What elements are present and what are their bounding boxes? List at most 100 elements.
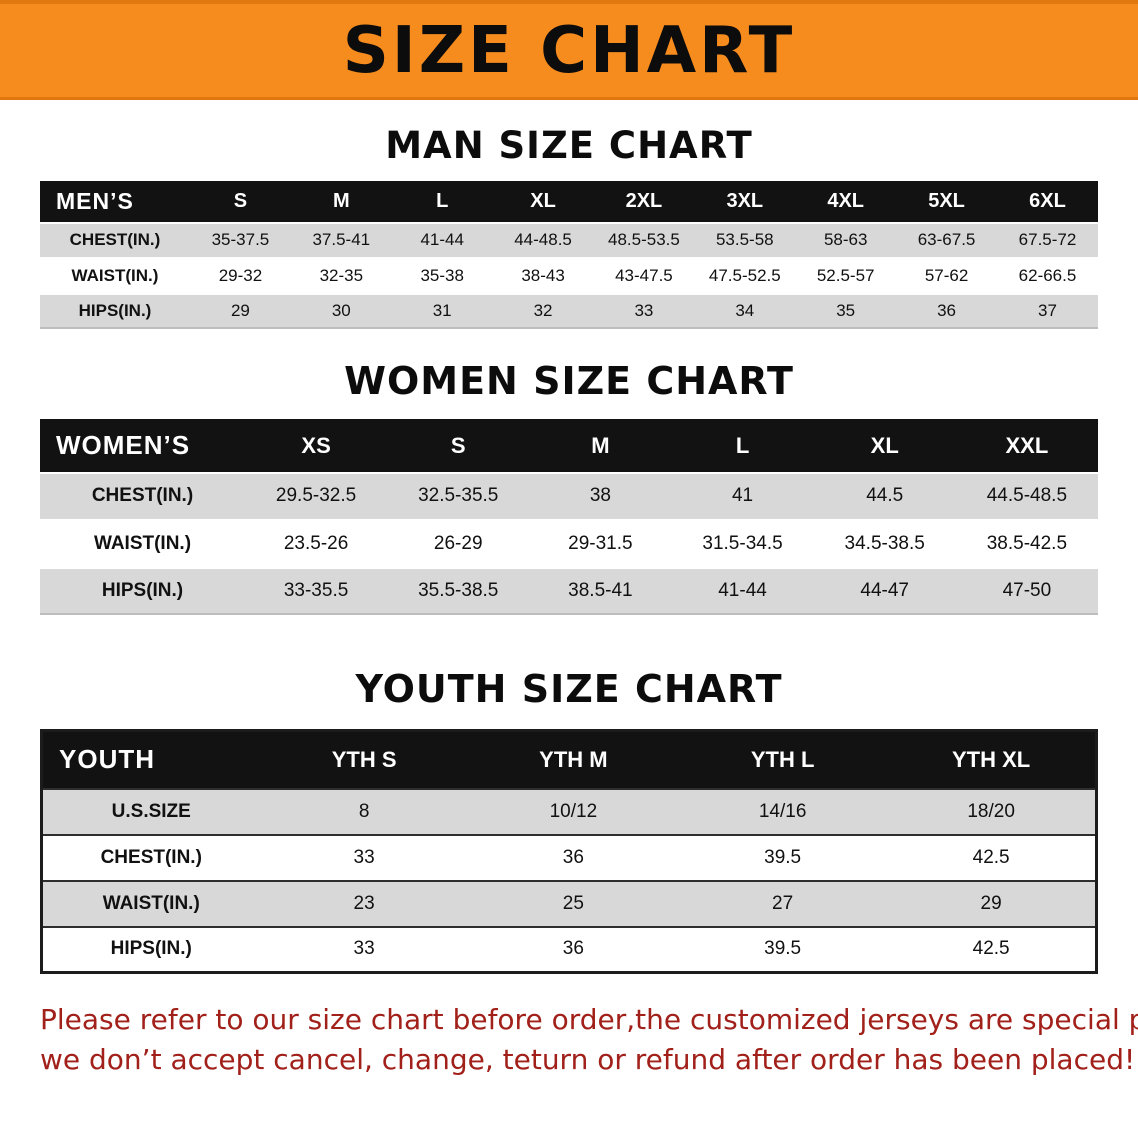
value-cell: 44-48.5: [492, 222, 594, 260]
table-row: HIPS(IN.) 33-35.5 35.5-38.5 38.5-41 41-44 44-…: [40, 566, 1098, 615]
section-women: WOMEN SIZE CHART WOMEN’S XS S M L XL XXL CHEST(…: [0, 359, 1138, 615]
value-cell: 33: [259, 833, 469, 881]
disclaimer-note: Please refer to our size chart before or…: [40, 1000, 1138, 1080]
size-header-cell: YTH XL: [887, 730, 1097, 789]
value-cell: 36: [468, 925, 678, 973]
value-cell: 41-44: [391, 222, 493, 260]
value-cell: 38.5-41: [529, 566, 672, 615]
size-header-cell: 5XL: [896, 181, 997, 223]
value-cell: 41-44: [671, 566, 814, 615]
table-row: WAIST(IN.) 29-32 32-35 35-38 38-43 43-47.5 47.…: [40, 257, 1098, 295]
value-cell: 36: [896, 292, 997, 329]
value-cell: 41: [671, 472, 814, 522]
size-header-cell: XXL: [955, 419, 1098, 473]
row-label-cell: WAIST(IN.): [40, 519, 245, 569]
size-header-cell: 3XL: [694, 181, 796, 223]
value-cell: 62-66.5: [997, 257, 1098, 295]
size-header-cell: 4XL: [795, 181, 897, 223]
note-line-2: we don’t accept cancel, change, teturn o…: [40, 1043, 1136, 1076]
value-cell: 44-47: [813, 566, 956, 615]
row-label-cell: HIPS(IN.): [40, 566, 245, 615]
size-header-cell: 2XL: [593, 181, 695, 223]
size-header-cell: L: [391, 181, 493, 223]
row-label-cell: WAIST(IN.): [41, 879, 260, 927]
value-cell: 42.5: [887, 925, 1097, 973]
value-cell: 52.5-57: [795, 257, 897, 295]
table-row: CHEST(IN.) 33 36 39.5 42.5: [41, 833, 1097, 881]
value-cell: 35.5-38.5: [387, 566, 530, 615]
value-cell: 42.5: [887, 833, 1097, 881]
table-header-row: YOUTH YTH S YTH M YTH L YTH XL: [41, 730, 1097, 789]
value-cell: 31: [391, 292, 493, 329]
value-cell: 33-35.5: [245, 566, 388, 615]
value-cell: 67.5-72: [997, 222, 1098, 260]
banner: SIZE CHART: [0, 0, 1138, 100]
youth-section-heading: YOUTH SIZE CHART: [355, 667, 783, 711]
value-cell: 63-67.5: [896, 222, 997, 260]
table-row: CHEST(IN.) 35-37.5 37.5-41 41-44 44-48.5 48.5…: [40, 222, 1098, 260]
size-header-cell: YTH S: [259, 730, 469, 789]
value-cell: 38-43: [492, 257, 594, 295]
table-row: WAIST(IN.) 23 25 27 29: [41, 879, 1097, 927]
youth-size-table: YOUTH YTH S YTH M YTH L YTH XL U.S.SIZE 8 10/12…: [40, 729, 1098, 974]
value-cell: 34.5-38.5: [813, 519, 956, 569]
size-header-cell: YTH M: [468, 730, 678, 789]
value-cell: 32.5-35.5: [387, 472, 530, 522]
value-cell: 32-35: [290, 257, 392, 295]
size-header-cell: YTH L: [678, 730, 888, 789]
value-cell: 29-31.5: [529, 519, 672, 569]
section-youth: YOUTH SIZE CHART YOUTH YTH S YTH M YTH L YTH…: [0, 667, 1138, 974]
row-label-cell: CHEST(IN.): [40, 472, 245, 522]
value-cell: 39.5: [678, 833, 888, 881]
value-cell: 39.5: [678, 925, 888, 973]
table-title-cell: MEN’S: [40, 181, 190, 223]
value-cell: 48.5-53.5: [593, 222, 695, 260]
value-cell: 27: [678, 879, 888, 927]
size-header-cell: 6XL: [997, 181, 1098, 223]
men-section-heading: MAN SIZE CHART: [385, 124, 753, 167]
value-cell: 33: [593, 292, 695, 329]
value-cell: 26-29: [387, 519, 530, 569]
men-size-table: MEN’S S M L XL 2XL 3XL 4XL 5XL 6XL CHEST(IN.) 35-37…: [40, 181, 1098, 329]
value-cell: 18/20: [887, 787, 1097, 835]
value-cell: 37: [997, 292, 1098, 329]
value-cell: 44.5-48.5: [955, 472, 1098, 522]
value-cell: 58-63: [795, 222, 897, 260]
value-cell: 35-38: [391, 257, 493, 295]
size-header-cell: L: [671, 419, 814, 473]
table-row: U.S.SIZE 8 10/12 14/16 18/20: [41, 787, 1097, 835]
table-row: WAIST(IN.) 23.5-26 26-29 29-31.5 31.5-34.5 34…: [40, 519, 1098, 569]
value-cell: 38.5-42.5: [955, 519, 1098, 569]
value-cell: 44.5: [813, 472, 956, 522]
table-header-row: WOMEN’S XS S M L XL XXL: [40, 419, 1098, 473]
value-cell: 47.5-52.5: [694, 257, 796, 295]
row-label-cell: CHEST(IN.): [40, 222, 190, 260]
table-row: HIPS(IN.) 29 30 31 32 33 34 35 36 37: [40, 292, 1098, 329]
table-title-cell: YOUTH: [41, 730, 260, 789]
value-cell: 23.5-26: [245, 519, 388, 569]
value-cell: 29-32: [190, 257, 291, 295]
value-cell: 14/16: [678, 787, 888, 835]
value-cell: 35-37.5: [190, 222, 291, 260]
size-chart-page: SIZE CHART MAN SIZE CHART MEN’S S M L XL 2XL 3…: [0, 0, 1138, 1080]
value-cell: 43-47.5: [593, 257, 695, 295]
value-cell: 57-62: [896, 257, 997, 295]
value-cell: 30: [290, 292, 392, 329]
table-header-row: MEN’S S M L XL 2XL 3XL 4XL 5XL 6XL: [40, 181, 1098, 223]
value-cell: 35: [795, 292, 897, 329]
page-title: SIZE CHART: [342, 13, 796, 88]
value-cell: 38: [529, 472, 672, 522]
row-label-cell: HIPS(IN.): [41, 925, 260, 973]
women-section-heading: WOMEN SIZE CHART: [344, 359, 794, 403]
value-cell: 53.5-58: [694, 222, 796, 260]
section-men: MAN SIZE CHART MEN’S S M L XL 2XL 3XL 4XL 5XL 6XL…: [0, 124, 1138, 329]
value-cell: 29: [190, 292, 291, 329]
value-cell: 8: [259, 787, 469, 835]
size-header-cell: M: [529, 419, 672, 473]
value-cell: 33: [259, 925, 469, 973]
value-cell: 36: [468, 833, 678, 881]
women-size-table: WOMEN’S XS S M L XL XXL CHEST(IN.) 29.5-32.5 32.5…: [40, 419, 1098, 615]
value-cell: 37.5-41: [290, 222, 392, 260]
row-label-cell: WAIST(IN.): [40, 257, 190, 295]
table-title-cell: WOMEN’S: [40, 419, 245, 473]
